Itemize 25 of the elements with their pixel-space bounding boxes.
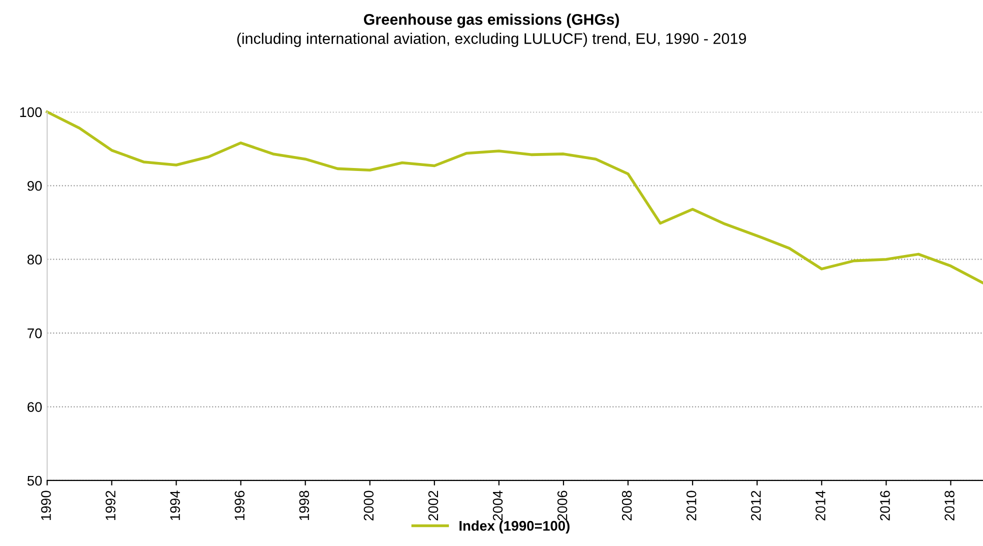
x-tick-label: 2012 bbox=[751, 490, 761, 520]
x-tick-label: 2010 bbox=[686, 490, 696, 520]
y-tick-label: 90 bbox=[28, 180, 42, 191]
x-tick-label: 1992 bbox=[106, 490, 116, 520]
line-series bbox=[46, 110, 983, 284]
x-tick-label: 2004 bbox=[492, 490, 503, 520]
x-tick-label: 1994 bbox=[170, 490, 180, 520]
x-tick-label: 2016 bbox=[880, 490, 890, 520]
chart-subtitle: (including international aviation, excluding LULUCF) trend, EU, 1990 - 2019 bbox=[237, 32, 746, 47]
x-tick-label: 2014 bbox=[816, 490, 826, 520]
y-tick-label: 70 bbox=[28, 328, 42, 338]
y-tick-label: 60 bbox=[28, 402, 42, 412]
x-tick-label: 1990 bbox=[41, 490, 51, 520]
x-tick-label: 2008 bbox=[622, 490, 632, 520]
chart-title: Greenhouse gas emissions (GHGs) bbox=[364, 14, 619, 28]
y-tick-label: 100 bbox=[20, 107, 42, 118]
x-tick-label: 1998 bbox=[299, 490, 310, 520]
x-tick-label: 2000 bbox=[364, 490, 374, 520]
legend-label: Index (1990=100) bbox=[460, 520, 570, 534]
x-tick-label: 1996 bbox=[234, 490, 245, 520]
y-tick-label: 50 bbox=[27, 476, 42, 486]
x-tick-label: 2006 bbox=[557, 490, 568, 520]
y-tick-label: 80 bbox=[27, 254, 42, 265]
x-tick-label: 2018 bbox=[944, 490, 954, 520]
x-tick-label: 2002 bbox=[428, 490, 438, 520]
